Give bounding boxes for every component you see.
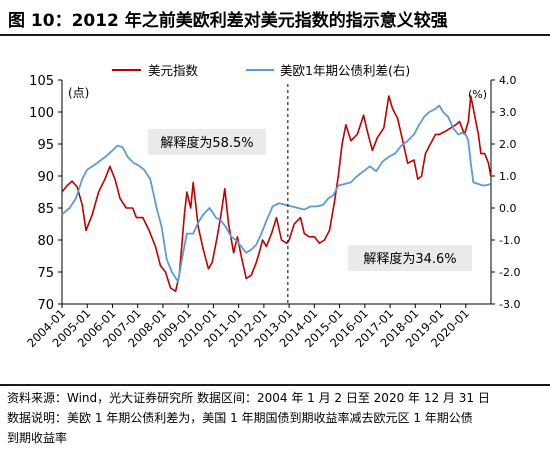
left-tick-label: 75 bbox=[37, 266, 54, 281]
description-note-line-1: 数据说明：美欧 1 年期公债利差为，美国 1 年期国债到期收益率减去欧元区 1 … bbox=[7, 408, 547, 428]
left-tick-label: 95 bbox=[37, 138, 54, 153]
source-note: 资料来源：Wind，光大证券研究所 数据区间：2004 年 1 月 2 日至 2… bbox=[7, 388, 547, 408]
right-tick-label: -3.0 bbox=[499, 298, 520, 311]
left-tick-label: 105 bbox=[29, 74, 54, 89]
description-note-line-2: 到期收益率 bbox=[7, 428, 547, 448]
left-tick-label: 100 bbox=[29, 106, 54, 121]
legend: 美元指数 美欧1年期公债利差(右) bbox=[112, 63, 410, 78]
right-tick-label: 2.0 bbox=[499, 138, 517, 151]
annotation-text: 解释度为34.6% bbox=[363, 251, 456, 267]
right-tick-label: -2.0 bbox=[499, 266, 520, 279]
x-axis: 2004-012005-012006-012007-012008-012009-… bbox=[24, 304, 472, 350]
right-axis: -3.0-2.0-1.00.01.02.03.04.0(%) bbox=[468, 74, 521, 311]
legend-item-usd-index-label: 美元指数 bbox=[148, 63, 199, 78]
right-tick-label: -1.0 bbox=[499, 234, 520, 247]
left-tick-label: 70 bbox=[37, 298, 54, 313]
left-tick-label: 90 bbox=[37, 170, 54, 185]
right-tick-label: 3.0 bbox=[499, 106, 517, 119]
legend-item-us-eu-spread-label: 美欧1年期公债利差(右) bbox=[280, 63, 410, 78]
dual-axis-line-chart: 70 75 80 85 90 95 100 105 (点) -3.0 -2.0 -1.0 0.0 1.0… bbox=[0, 36, 550, 381]
left-tick-label: 80 bbox=[37, 234, 54, 249]
left-tick-label: 85 bbox=[37, 202, 54, 217]
left-axis-unit: (点) bbox=[68, 86, 89, 100]
figure-title: 图 10：2012 年之前美欧利差对美元指数的指示意义较强 bbox=[8, 6, 448, 31]
left-axis: 70 75 80 85 90 95 100 105 (点) bbox=[29, 74, 89, 313]
right-tick-label: 0.0 bbox=[499, 202, 517, 215]
annotation-text: 解释度为58.5% bbox=[160, 135, 253, 151]
notes-rule bbox=[0, 384, 550, 386]
right-tick-label: 4.0 bbox=[499, 74, 517, 87]
right-tick-label: 1.0 bbox=[499, 170, 517, 183]
notes-block: 资料来源：Wind，光大证券研究所 数据区间：2004 年 1 月 2 日至 2… bbox=[7, 388, 547, 448]
